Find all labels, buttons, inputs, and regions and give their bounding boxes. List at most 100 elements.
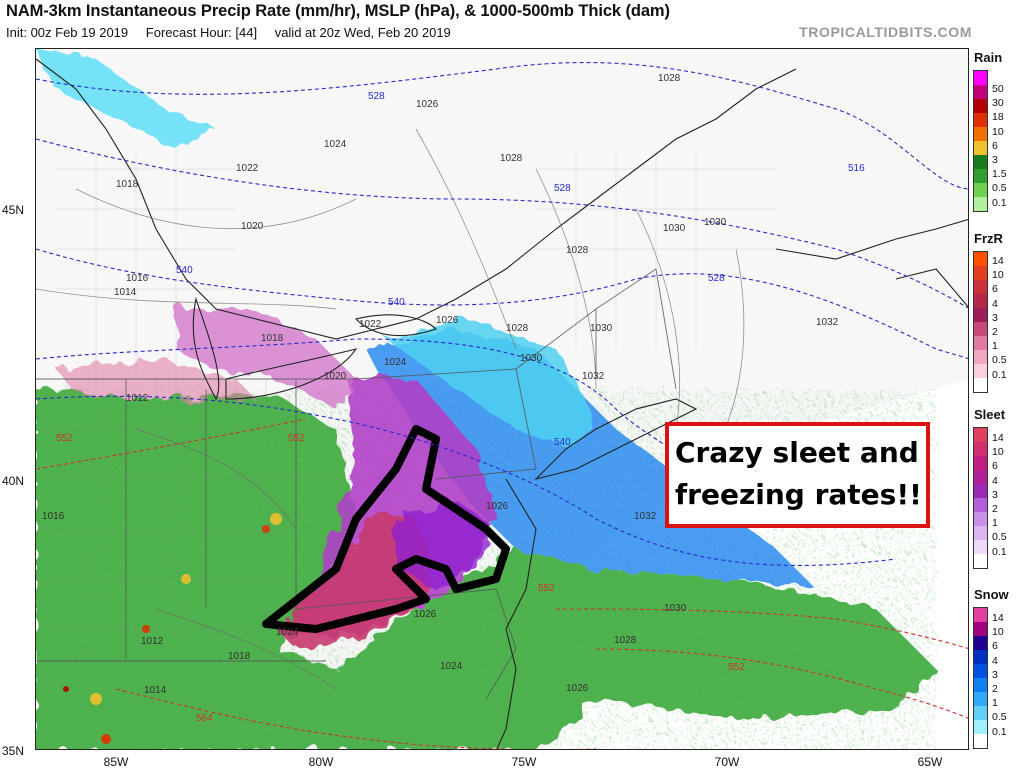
lon-label-70w: 70W [714, 755, 740, 769]
pressure-label: 1028 [614, 635, 637, 646]
legend-sleet-swatch [974, 512, 987, 526]
thickness-label: 528 [708, 273, 725, 284]
legend-frzr-label: 14 [992, 255, 1004, 267]
legend-snow-label: 14 [992, 612, 1004, 624]
legend-sleet-label: 6 [992, 460, 998, 473]
legend-snow-labels: 14 10 6 4 3 2 1 0.5 0.1 [992, 611, 1007, 739]
legend-sleet-title: Sleet [974, 407, 1006, 422]
legend-rain-label: 6 [992, 139, 998, 152]
legend-frzr-swatch [974, 378, 987, 392]
isobars [36, 128, 745, 690]
lon-label-80w: 80W [308, 755, 334, 769]
legend-rain-label: 3 [992, 153, 998, 166]
legend-snow-label: 1 [992, 697, 998, 710]
lat-label-45n: 45N [2, 203, 25, 217]
legend-rain-label: 50 [992, 83, 1004, 95]
legend-rain-label: 30 [992, 97, 1004, 110]
legend-frzr-swatch [974, 364, 987, 378]
map-canvas: 1028 1026 1024 1022 1020 1018 1016 1014 … [36, 49, 968, 749]
pressure-label: 1020 [241, 221, 264, 232]
precip-shields [36, 49, 936, 749]
pressure-label: 1018 [261, 333, 284, 344]
brand-watermark: TROPICALTIDBITS.COM [799, 24, 972, 40]
pressure-label: 1030 [663, 223, 686, 234]
legend-snow-swatch [974, 678, 987, 692]
pressure-label: 1014 [114, 287, 137, 298]
legend-snow-label: 3 [992, 668, 998, 681]
thickness-label: 540 [176, 265, 193, 276]
legend-snow-label: 0.5 [992, 711, 1007, 724]
legend-snow-label: 0.1 [992, 725, 1007, 738]
legend-rain-label: 0.5 [992, 182, 1007, 195]
thickness-label-group: 528 528 516 540 540 528 540 552 552 552 … [56, 91, 865, 724]
state-borders [36, 268, 677, 700]
legend-rain-swatch [974, 183, 987, 197]
legend-sleet-swatch [974, 540, 987, 554]
legend-snow-title: Snow [974, 587, 1009, 602]
legend-rain-label: 1.5 [992, 168, 1007, 181]
pressure-label: 1012 [126, 393, 149, 404]
legend-rain-swatch [974, 169, 987, 183]
pressure-label: 1030 [664, 603, 687, 614]
pressure-label: 1026 [436, 315, 459, 326]
legend-snow-swatch [974, 706, 987, 720]
pressure-label: 1030 [704, 217, 727, 228]
legend-frzr-label: 6 [992, 283, 998, 296]
heavy-rain-cells [63, 513, 282, 744]
pressure-label: 1024 [324, 139, 347, 150]
legend-rain-colorbar [973, 70, 988, 212]
thickness-label: 516 [848, 163, 865, 174]
pressure-label: 1026 [414, 609, 437, 620]
legend-sleet-swatch [974, 526, 987, 540]
thickness-label: 552 [728, 662, 745, 673]
pressure-label: 1022 [236, 163, 259, 174]
legend-frzr-swatch [974, 336, 987, 350]
thickness-label: 552 [288, 433, 305, 444]
init-time: Init: 00z Feb 19 2019 [6, 25, 129, 40]
valid-time: valid at 20z Wed, Feb 20 2019 [274, 25, 451, 40]
legend-frzr-label: 1 [992, 340, 998, 353]
legend-frzr-labels: 14 10 6 4 3 2 1 0.5 0.1 [992, 254, 1007, 382]
thickness-label: 552 [56, 433, 73, 444]
legend-snow-label: 10 [992, 626, 1004, 639]
legend-sleet-swatch [974, 484, 987, 498]
lon-label-75w: 75W [511, 755, 537, 769]
legend-rain-label: 18 [992, 111, 1004, 124]
callout-line-2: freezing rates!! [675, 478, 922, 511]
legend-rain-title: Rain [974, 50, 1003, 65]
pressure-label: 1012 [141, 636, 164, 647]
pressure-label: 1016 [42, 511, 65, 522]
annotation-callout: Crazy sleet and freezing rates!! [665, 422, 930, 528]
mixed-west [176, 309, 356, 409]
legend-snow-label: 6 [992, 640, 998, 653]
legend-frzr-label: 0.1 [992, 368, 1007, 381]
legend-sleet-swatch [974, 470, 987, 484]
lon-label-65w: 65W [917, 755, 943, 769]
pressure-label: 1032 [634, 511, 657, 522]
pressure-label: 1028 [506, 323, 529, 334]
pressure-label: 1020 [324, 371, 347, 382]
map-subtitle: Init: 00z Feb 19 2019 Forecast Hour: [44… [6, 25, 465, 40]
legend-rain-swatch [974, 141, 987, 155]
legend-sleet-swatch [974, 498, 987, 512]
legend-snow-swatch [974, 692, 987, 706]
legend-snow-swatch [974, 720, 987, 734]
lat-label-40n: 40N [2, 474, 25, 488]
legend-frzr-swatch [974, 322, 987, 336]
legend-sleet-swatch [974, 442, 987, 456]
pressure-label: 1022 [359, 319, 382, 330]
legend-snow-colorbar [973, 607, 988, 749]
pressure-label: 1026 [416, 99, 439, 110]
snow-light [386, 319, 596, 449]
header: NAM-3km Instantaneous Precip Rate (mm/hr… [0, 0, 1024, 48]
legend-rain-swatch [974, 99, 987, 113]
legend-snow-swatch [974, 650, 987, 664]
legend-frzr-title: FrzR [974, 231, 1003, 246]
legend-sleet-label: 14 [992, 432, 1004, 444]
thickness-label: 540 [554, 437, 571, 448]
legend-rain-label: 0.1 [992, 196, 1007, 209]
legend-sleet-label: 2 [992, 502, 998, 515]
pressure-label: 1016 [126, 273, 149, 284]
legend-frzr-swatch [974, 280, 987, 294]
thickness-label: 552 [538, 583, 555, 594]
